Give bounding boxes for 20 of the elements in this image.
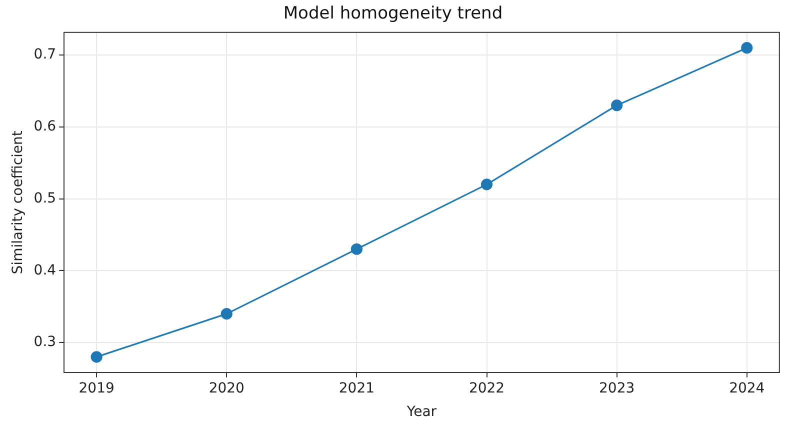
y-axis-title: Similarity coefficient bbox=[10, 130, 26, 274]
y-tick-label: 0.4 bbox=[34, 262, 56, 278]
point bbox=[480, 178, 493, 190]
point bbox=[220, 308, 232, 320]
x-tick-label: 2022 bbox=[468, 380, 505, 396]
x-axis-title: Year bbox=[406, 404, 437, 420]
x-tick-label: 2020 bbox=[208, 380, 244, 396]
point bbox=[90, 351, 102, 363]
y-tick-label: 0.6 bbox=[34, 118, 56, 135]
point bbox=[350, 243, 362, 255]
x-tick-label: 2019 bbox=[78, 380, 114, 396]
x-tick-label: 2023 bbox=[599, 380, 635, 396]
chart-title: Model homogeneity trend bbox=[283, 4, 503, 24]
point bbox=[741, 42, 753, 54]
y-tick-label: 0.3 bbox=[34, 334, 56, 350]
point bbox=[611, 100, 623, 112]
y-tick-label: 0.7 bbox=[34, 46, 56, 63]
y-tick-label: 0.5 bbox=[34, 190, 56, 206]
x-tick-label: 2024 bbox=[729, 380, 765, 396]
x-tick-label: 2021 bbox=[338, 380, 375, 396]
